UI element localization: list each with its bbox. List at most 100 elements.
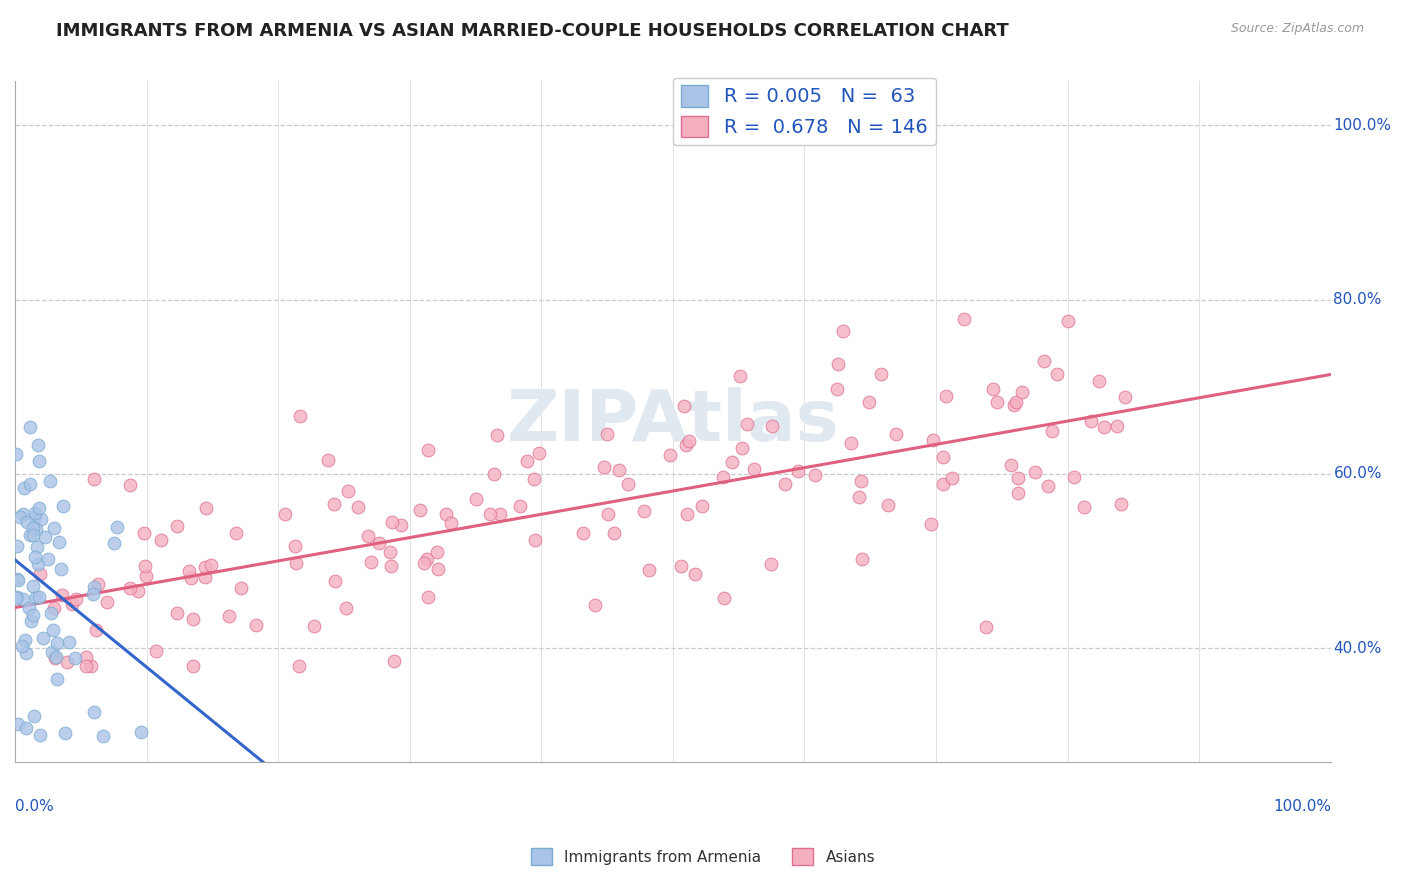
Point bbox=[583, 598, 606, 612]
Point bbox=[841, 436, 863, 450]
Point bbox=[427, 562, 450, 576]
Point bbox=[678, 434, 700, 448]
Point bbox=[27, 558, 49, 572]
Point bbox=[1032, 353, 1054, 368]
Point bbox=[127, 583, 149, 598]
Point bbox=[440, 516, 463, 530]
Point bbox=[49, 562, 72, 576]
Point bbox=[6, 447, 28, 461]
Point bbox=[179, 565, 201, 579]
Point bbox=[1046, 367, 1069, 381]
Point bbox=[229, 582, 252, 596]
Point bbox=[42, 601, 65, 615]
Point bbox=[30, 512, 52, 526]
Point bbox=[1005, 395, 1028, 409]
Point bbox=[48, 535, 70, 549]
Point bbox=[24, 549, 46, 564]
Point bbox=[346, 500, 368, 514]
Point bbox=[52, 499, 75, 513]
Point bbox=[1057, 313, 1080, 327]
Point bbox=[41, 606, 63, 620]
Point bbox=[25, 590, 48, 604]
Point bbox=[194, 570, 217, 584]
Point bbox=[761, 419, 783, 434]
Point bbox=[166, 606, 188, 620]
Point bbox=[65, 592, 87, 607]
Point bbox=[676, 507, 699, 521]
Point bbox=[11, 507, 34, 521]
Point bbox=[180, 571, 202, 585]
Point bbox=[37, 551, 59, 566]
Point bbox=[58, 635, 80, 649]
Point bbox=[953, 312, 976, 326]
Point bbox=[96, 595, 118, 609]
Point bbox=[145, 644, 167, 658]
Point bbox=[1080, 414, 1102, 428]
Point bbox=[827, 357, 849, 371]
Point bbox=[46, 672, 69, 686]
Point bbox=[1040, 424, 1063, 438]
Point bbox=[851, 552, 873, 566]
Point bbox=[225, 525, 247, 540]
Point bbox=[20, 476, 42, 491]
Point bbox=[974, 620, 997, 634]
Point bbox=[922, 433, 945, 447]
Point bbox=[728, 369, 751, 384]
Point bbox=[200, 558, 222, 572]
Point bbox=[284, 539, 307, 553]
Point bbox=[572, 525, 595, 540]
Point bbox=[713, 591, 735, 605]
Point bbox=[45, 636, 67, 650]
Text: ZIPAtlas: ZIPAtlas bbox=[506, 387, 839, 456]
Point bbox=[1007, 485, 1029, 500]
Point bbox=[7, 573, 30, 587]
Point bbox=[39, 474, 62, 488]
Point bbox=[22, 520, 45, 534]
Point bbox=[18, 601, 41, 615]
Point bbox=[335, 600, 357, 615]
Point bbox=[22, 709, 45, 723]
Point bbox=[1063, 470, 1085, 484]
Point bbox=[82, 586, 104, 600]
Point bbox=[86, 623, 108, 637]
Point bbox=[935, 389, 957, 403]
Point bbox=[218, 608, 240, 623]
Point bbox=[384, 654, 406, 668]
Point bbox=[409, 503, 432, 517]
Point bbox=[87, 577, 110, 591]
Point bbox=[1000, 458, 1022, 472]
Point bbox=[323, 574, 346, 588]
Point bbox=[41, 645, 63, 659]
Point bbox=[6, 590, 28, 604]
Point bbox=[416, 590, 439, 604]
Point bbox=[720, 455, 742, 469]
Point bbox=[18, 420, 41, 434]
Point bbox=[482, 467, 505, 481]
Point bbox=[284, 556, 307, 570]
Point bbox=[380, 559, 402, 574]
Point bbox=[787, 464, 810, 478]
Point bbox=[322, 497, 344, 511]
Point bbox=[6, 591, 28, 606]
Point bbox=[489, 508, 512, 522]
Point bbox=[14, 721, 37, 735]
Point bbox=[593, 460, 616, 475]
Point bbox=[849, 474, 872, 488]
Point bbox=[1107, 418, 1129, 433]
Point bbox=[15, 647, 38, 661]
Point bbox=[183, 612, 205, 626]
Point bbox=[1109, 497, 1132, 511]
Point bbox=[129, 725, 152, 739]
Text: 40.0%: 40.0% bbox=[1333, 640, 1382, 656]
Point bbox=[524, 533, 547, 548]
Point bbox=[941, 470, 963, 484]
Legend: R = 0.005   N =  63, R =  0.678   N = 146: R = 0.005 N = 63, R = 0.678 N = 146 bbox=[673, 78, 935, 145]
Point bbox=[479, 507, 502, 521]
Point bbox=[981, 382, 1004, 396]
Point bbox=[357, 529, 380, 543]
Point bbox=[21, 608, 44, 623]
Point bbox=[683, 566, 706, 581]
Point bbox=[91, 729, 114, 743]
Point bbox=[28, 591, 51, 605]
Point bbox=[10, 639, 32, 653]
